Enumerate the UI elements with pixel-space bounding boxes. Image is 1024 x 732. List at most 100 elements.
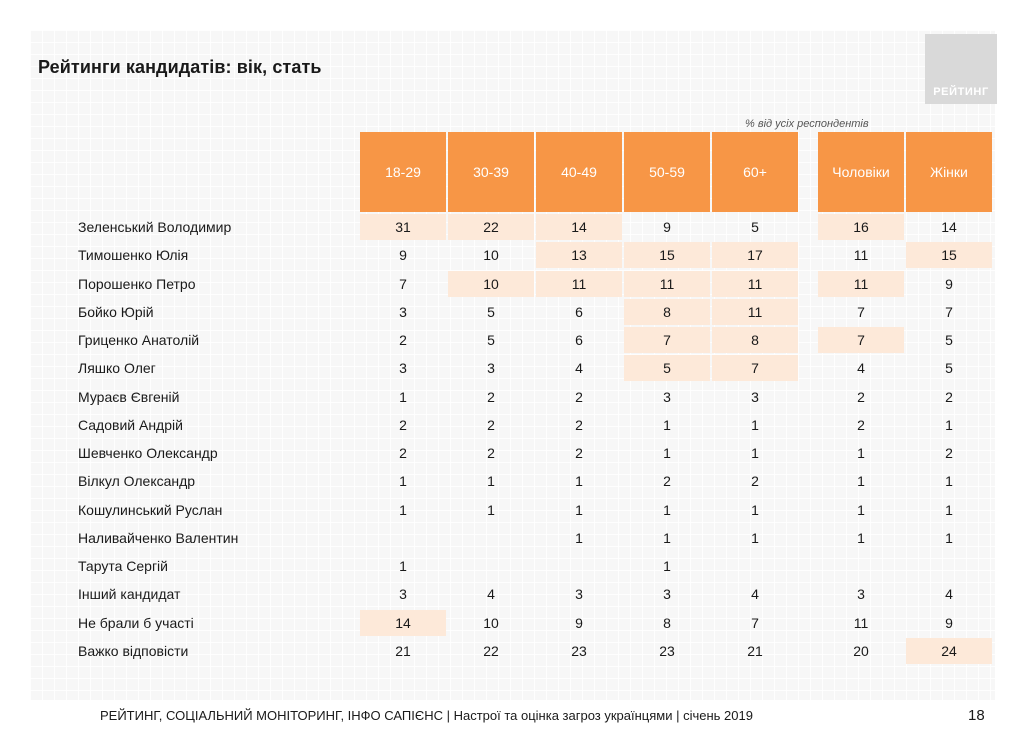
page-title: Рейтинги кандидатів: вік, стать: [38, 57, 322, 77]
candidate-name: Не брали б участі: [78, 615, 194, 631]
table-cell: 5: [945, 360, 953, 376]
table-cell: 2: [857, 417, 865, 433]
table-cell: 10: [448, 271, 534, 297]
table-cell: 11: [818, 271, 904, 297]
candidate-name: Тимошенко Юлія: [78, 247, 189, 263]
table-cell: 4: [857, 360, 865, 376]
table-cell: 1: [663, 417, 671, 433]
table-cell: 2: [487, 389, 495, 405]
table-cell: 11: [712, 299, 798, 325]
table-cell: [536, 553, 622, 579]
table-cell: 14: [941, 219, 957, 235]
candidate-name: Бойко Юрій: [78, 304, 154, 320]
table-cell: 7: [945, 304, 953, 320]
candidate-name: Тарута Сергій: [78, 558, 168, 574]
table-cell: 2: [857, 389, 865, 405]
table-cell: 1: [857, 530, 865, 546]
table-cell: 11: [853, 615, 869, 631]
table-cell: 3: [487, 360, 495, 376]
table-cell: 2: [663, 473, 671, 489]
table-cell: 1: [945, 473, 953, 489]
candidate-name: Порошенко Петро: [78, 276, 196, 292]
column-header: 30-39: [448, 132, 534, 212]
column-header: 50-59: [624, 132, 710, 212]
table-cell: 13: [536, 242, 622, 268]
table-cell: 9: [663, 219, 671, 235]
table-cell: 1: [945, 530, 953, 546]
table-cell: 9: [575, 615, 583, 631]
table-cell: 11: [624, 271, 710, 297]
table-cell: 1: [857, 473, 865, 489]
table-cell: [448, 553, 534, 579]
table-cell: 4: [945, 586, 953, 602]
table-cell: 10: [483, 247, 499, 263]
table-cell: 2: [751, 473, 759, 489]
table-cell: 5: [945, 332, 953, 348]
column-header: Жінки: [906, 132, 992, 212]
table-cell: 14: [360, 610, 446, 636]
table-cell: 1: [487, 502, 495, 518]
table-cell: 7: [857, 304, 865, 320]
table-cell: 8: [624, 299, 710, 325]
table-cell: 5: [624, 355, 710, 381]
candidate-name: Шевченко Олександр: [78, 445, 218, 461]
column-header: Чоловіки: [818, 132, 904, 212]
table-cell: 8: [663, 615, 671, 631]
table-cell: 2: [575, 417, 583, 433]
table-cell: 7: [624, 327, 710, 353]
table-cell: 2: [575, 445, 583, 461]
table-cell: 9: [399, 247, 407, 263]
logo-text: РЕЙТИНГ: [933, 86, 989, 98]
table-cell: 22: [448, 214, 534, 240]
table-cell: 1: [663, 558, 671, 574]
table-cell: 2: [399, 332, 407, 348]
candidate-name: Ляшко Олег: [78, 360, 156, 376]
table-cell: 1: [751, 502, 759, 518]
candidate-name: Важко відповісти: [78, 643, 189, 659]
table-cell: 3: [399, 586, 407, 602]
table-cell: 1: [575, 530, 583, 546]
respondents-note: % від усіх респондентів: [745, 118, 869, 130]
table-cell: 7: [751, 615, 759, 631]
table-cell: 23: [571, 643, 587, 659]
candidate-name: Мураєв Євгеній: [78, 389, 180, 405]
table-cell: 5: [487, 304, 495, 320]
table-cell: 2: [945, 389, 953, 405]
table-cell: 3: [663, 389, 671, 405]
candidate-name: Зеленський Володимир: [78, 219, 232, 235]
table-cell: 1: [945, 417, 953, 433]
table-cell: 24: [906, 638, 992, 664]
table-cell: 1: [575, 473, 583, 489]
column-header: 60+: [712, 132, 798, 212]
table-cell: 14: [536, 214, 622, 240]
candidate-name: Гриценко Анатолій: [78, 332, 200, 348]
table-cell: 1: [945, 502, 953, 518]
table-cell: 31: [360, 214, 446, 240]
table-cell: 2: [945, 445, 953, 461]
table-cell: 1: [399, 389, 407, 405]
rating-logo: РЕЙТИНГ: [925, 34, 997, 104]
table-cell: 1: [663, 530, 671, 546]
table-cell: 3: [399, 304, 407, 320]
column-header: 40-49: [536, 132, 622, 212]
table-cell: 1: [399, 558, 407, 574]
table-cell: 5: [751, 219, 759, 235]
table-cell: 2: [575, 389, 583, 405]
table-cell: 3: [857, 586, 865, 602]
table-cell: [448, 525, 534, 551]
candidate-name: Вілкул Олександр: [78, 473, 196, 489]
page-number: 18: [968, 707, 985, 724]
table-cell: 1: [399, 473, 407, 489]
table-cell: 1: [663, 502, 671, 518]
candidate-name: Наливайченко Валентин: [78, 530, 239, 546]
table-cell: 3: [575, 586, 583, 602]
table-cell: 2: [399, 417, 407, 433]
table-cell: 6: [575, 304, 583, 320]
table-cell: 1: [751, 417, 759, 433]
table-cell: 1: [663, 445, 671, 461]
table-cell: 16: [818, 214, 904, 240]
table-cell: 1: [751, 445, 759, 461]
table-cell: 2: [399, 445, 407, 461]
table-cell: 15: [906, 242, 992, 268]
table-cell: 11: [536, 271, 622, 297]
